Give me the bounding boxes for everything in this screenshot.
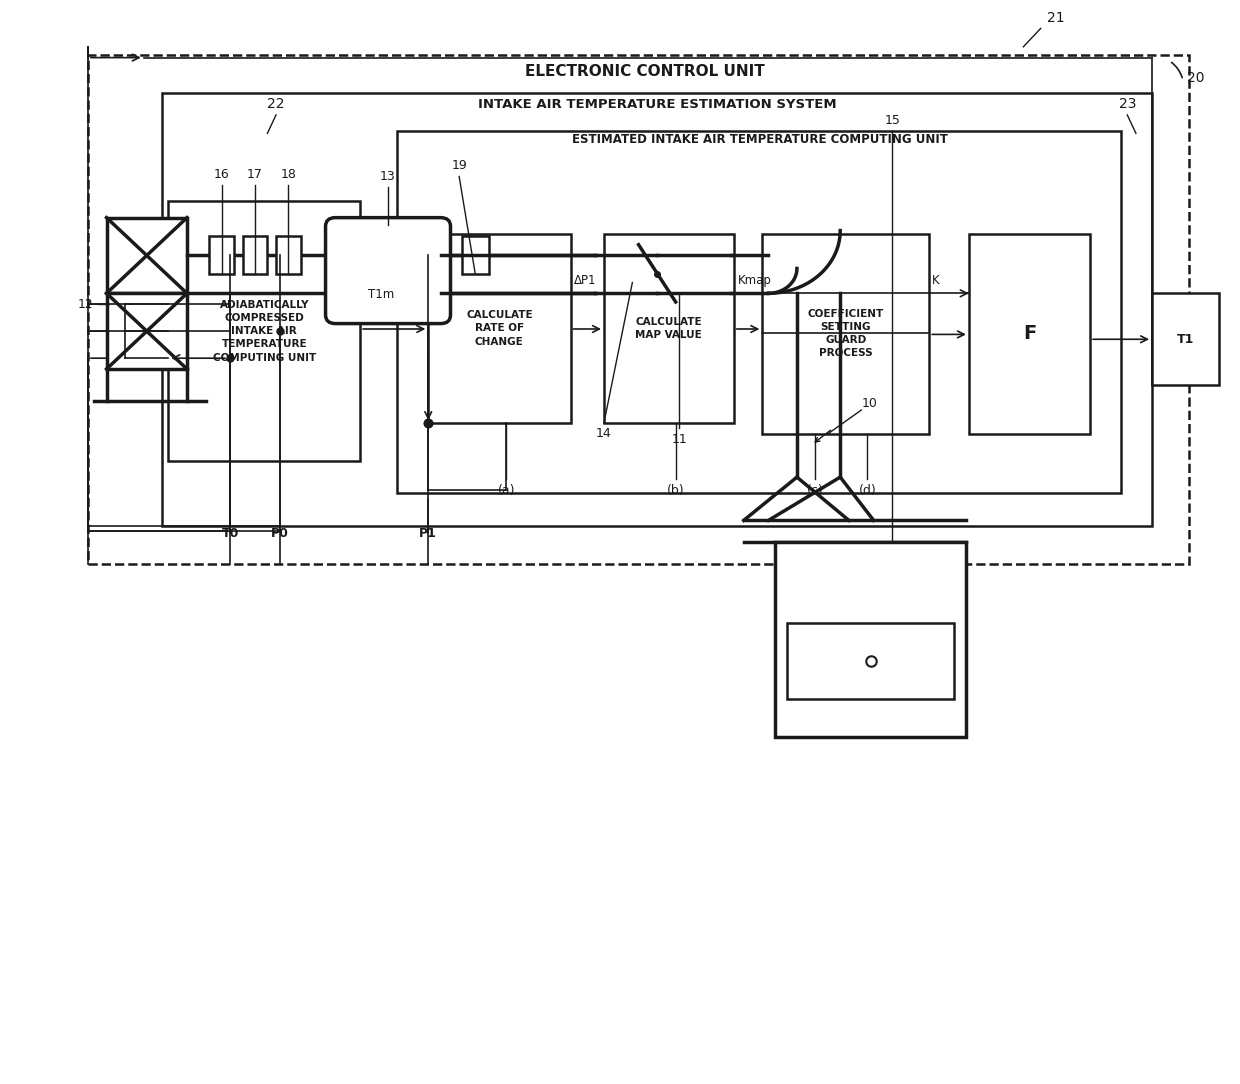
Text: 19: 19 xyxy=(451,159,467,172)
Bar xyxy=(107,218,187,294)
Text: (c): (c) xyxy=(807,483,823,496)
Text: 20: 20 xyxy=(1187,72,1204,86)
Text: ΔP1: ΔP1 xyxy=(574,274,596,287)
Text: F: F xyxy=(1023,324,1037,344)
Bar xyxy=(397,131,1121,493)
Text: 13: 13 xyxy=(381,170,396,183)
Bar xyxy=(336,227,440,315)
Text: CALCULATE
RATE OF
CHANGE: CALCULATE RATE OF CHANGE xyxy=(466,310,533,347)
FancyBboxPatch shape xyxy=(326,218,450,324)
Text: 11: 11 xyxy=(672,433,687,446)
Text: K: K xyxy=(931,274,940,287)
Bar xyxy=(428,234,570,423)
Text: INTAKE AIR TEMPERATURE ESTIMATION SYSTEM: INTAKE AIR TEMPERATURE ESTIMATION SYSTEM xyxy=(477,98,837,111)
Bar xyxy=(210,236,234,274)
Text: 23: 23 xyxy=(1118,98,1136,111)
Text: P1: P1 xyxy=(419,527,438,540)
Text: 12: 12 xyxy=(78,298,93,311)
Bar xyxy=(107,294,187,369)
Text: COEFFICIENT
SETTING
GUARD
PROCESS: COEFFICIENT SETTING GUARD PROCESS xyxy=(807,309,884,358)
Bar xyxy=(88,55,1189,564)
Text: T0: T0 xyxy=(222,527,239,540)
Text: P0: P0 xyxy=(270,527,289,540)
Text: 15: 15 xyxy=(884,114,900,127)
Text: 18: 18 xyxy=(280,168,296,181)
Text: ELECTRONIC CONTROL UNIT: ELECTRONIC CONTROL UNIT xyxy=(525,64,765,79)
Text: ESTIMATED INTAKE AIR TEMPERATURE COMPUTING UNIT: ESTIMATED INTAKE AIR TEMPERATURE COMPUTI… xyxy=(572,133,947,146)
Bar xyxy=(1152,294,1219,385)
Bar xyxy=(604,234,734,423)
Bar xyxy=(461,236,489,274)
Text: CALCULATE
MAP VALUE: CALCULATE MAP VALUE xyxy=(635,317,702,340)
Text: 22: 22 xyxy=(268,98,285,111)
Text: 17: 17 xyxy=(247,168,263,181)
Bar xyxy=(169,202,360,461)
Text: Kmap: Kmap xyxy=(738,274,771,287)
Bar xyxy=(763,234,929,434)
Bar xyxy=(162,93,1152,526)
Text: (b): (b) xyxy=(667,483,684,496)
Text: 10: 10 xyxy=(862,397,877,410)
Text: T1m: T1m xyxy=(367,288,394,301)
Text: (d): (d) xyxy=(858,483,877,496)
Text: ADIABATICALLY
COMPRESSED
INTAKE AIR
TEMPERATURE
COMPUTING UNIT: ADIABATICALLY COMPRESSED INTAKE AIR TEMP… xyxy=(213,300,316,362)
Text: T1: T1 xyxy=(1177,333,1194,346)
Bar xyxy=(968,234,1090,434)
Bar xyxy=(277,236,301,274)
Text: 14: 14 xyxy=(596,427,611,440)
Bar xyxy=(775,542,966,737)
Text: 21: 21 xyxy=(1047,11,1064,25)
Bar xyxy=(243,236,268,274)
Text: 16: 16 xyxy=(213,168,229,181)
Bar xyxy=(787,623,954,699)
Text: (a): (a) xyxy=(497,483,515,496)
